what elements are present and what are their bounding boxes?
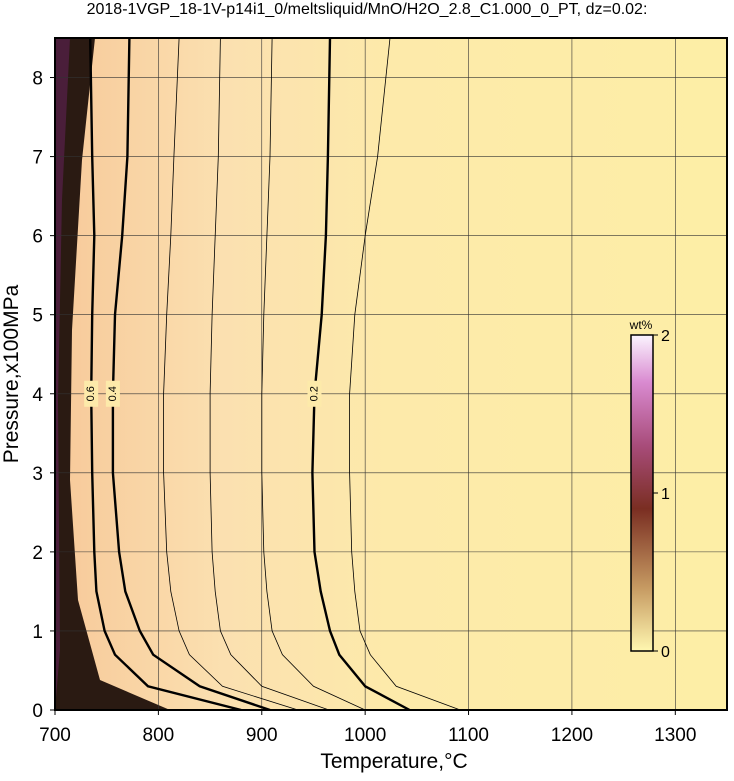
contour-line <box>349 38 461 710</box>
x-tick-label: 1200 <box>551 725 593 746</box>
dense-region <box>55 38 170 710</box>
dense-contours <box>55 38 70 710</box>
plot-frame <box>54 37 728 711</box>
y-tick-label: 1 <box>32 622 43 643</box>
colorbar-tick-label: 1 <box>661 486 670 503</box>
colorbar-label: wt% <box>629 318 653 332</box>
plot-background <box>55 38 727 710</box>
contour-label: 0.2 <box>308 386 320 401</box>
colorbar <box>630 334 654 652</box>
x-tick-label: 1100 <box>448 725 489 746</box>
y-tick-label: 8 <box>32 69 43 90</box>
contour-label-bg <box>105 380 120 407</box>
x-tick-label: 800 <box>143 725 175 746</box>
contour-line <box>111 38 271 710</box>
contour-line <box>89 38 242 710</box>
y-tick-label: 0 <box>32 701 43 722</box>
contour-label-bg <box>307 380 322 407</box>
y-axis-label: Pressure,x100MPa <box>0 284 23 463</box>
x-tick-label: 900 <box>246 725 278 746</box>
x-axis-label: Temperature,°C <box>320 750 467 773</box>
y-tick-label: 5 <box>32 306 43 327</box>
contour-line <box>163 38 299 710</box>
contour-label-bg <box>84 380 99 407</box>
contour-line <box>311 38 411 710</box>
x-tick-label: 1300 <box>654 725 696 746</box>
x-tick-label: 1000 <box>344 725 386 746</box>
y-tick-label: 6 <box>32 227 43 248</box>
contours: 0.2 0.4 0.6 <box>84 38 461 710</box>
y-tick-label: 2 <box>32 543 43 564</box>
y-tick-label: 7 <box>32 148 43 169</box>
contour-label: 0.4 <box>107 386 119 401</box>
colorbar-tick-label: 0 <box>661 644 670 661</box>
colorbar-tick-label: 2 <box>661 328 670 345</box>
chart-title: 2018-1VGP_18-1V-p14i1_0/meltsliquid/MnO/… <box>87 1 648 18</box>
x-tick-label: 700 <box>39 725 71 746</box>
contour-label: 0.6 <box>85 386 97 401</box>
contour-line <box>261 38 366 710</box>
contour-line <box>209 38 330 710</box>
y-tick-label: 4 <box>32 385 43 406</box>
y-tick-label: 3 <box>32 464 43 485</box>
